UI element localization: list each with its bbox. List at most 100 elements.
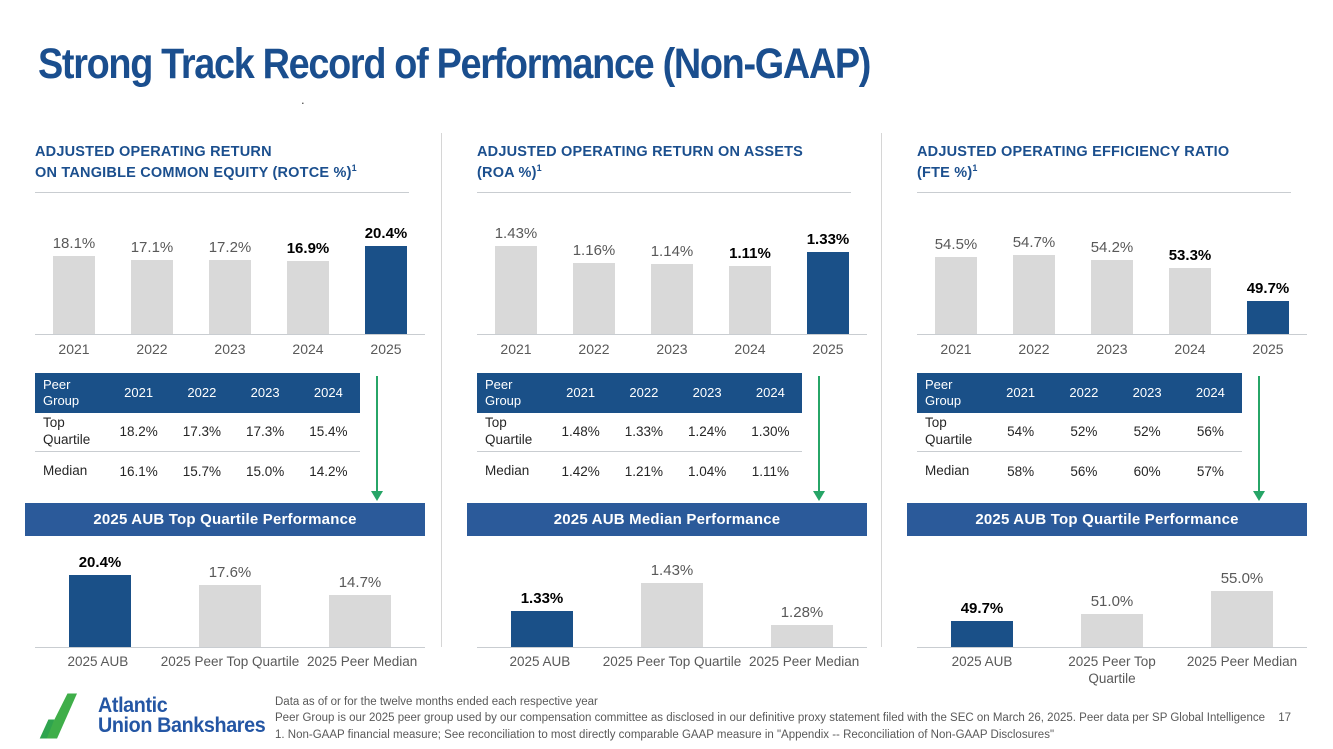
table-header-cell: 2022 bbox=[1069, 385, 1099, 401]
bar-2021 bbox=[935, 257, 977, 335]
bar-value-label: 1.43% bbox=[494, 225, 538, 243]
footnote-line: Peer Group is our 2025 peer group used b… bbox=[275, 712, 1265, 725]
chart-plot-area: 20.4% 17.6% 14.7% bbox=[35, 544, 425, 648]
bar-group: 54.5% bbox=[917, 236, 995, 335]
bar-2025-aub bbox=[511, 610, 573, 647]
bar-value-label: 1.14% bbox=[650, 243, 694, 261]
chart-category-axis: 2021 2022 2023 2024 2025 bbox=[35, 341, 425, 359]
footnote-marker: 1 bbox=[972, 163, 978, 174]
efficiency-peer-comparison-chart: 49.7% 51.0% 55.0% 2025 AUB 2025 Peer Top Qu… bbox=[917, 544, 1307, 688]
category-label: 2025 Peer Median bbox=[306, 653, 418, 669]
table-row: Median 16.1% 15.7% 15.0% 14.2% bbox=[35, 452, 360, 491]
bar-2025-peer-top-quartile bbox=[1081, 613, 1143, 647]
table-cell: 57% bbox=[1196, 463, 1224, 479]
table-row-label: Top Quartile bbox=[925, 415, 973, 447]
heading-rule bbox=[35, 192, 410, 194]
category-label: 2023 bbox=[1096, 341, 1128, 358]
category-label: 2025 AUB bbox=[951, 653, 1013, 669]
footnote-line: 1. Non-GAAP financial measure; See recon… bbox=[275, 728, 1055, 741]
section-roa: ADJUSTED OPERATING RETURN ON ASSETS (ROA… bbox=[467, 130, 867, 671]
bar-2023 bbox=[209, 260, 251, 335]
table-cell: 17.3% bbox=[245, 424, 285, 440]
table-cell: 18.2% bbox=[119, 424, 158, 440]
table-header-cell: 2024 bbox=[755, 385, 785, 401]
category-label: 2025 bbox=[812, 341, 844, 358]
table-cell: 56% bbox=[1196, 424, 1224, 440]
efficiency-trend-chart: 54.5% 54.7% 54.2% 53.3% 49.7% 2021 2022 2023 20… bbox=[917, 209, 1307, 359]
bar-value-label: 17.6% bbox=[208, 563, 252, 581]
table-cell: 60% bbox=[1133, 463, 1161, 479]
table-cell: 1.11% bbox=[751, 463, 790, 479]
bar-value-label: 1.16% bbox=[572, 242, 616, 260]
bar-value-label: 54.7% bbox=[1012, 234, 1056, 252]
table-header-cell: 2023 bbox=[250, 385, 280, 401]
chart-category-axis: 2021 2022 2023 2024 2025 bbox=[917, 341, 1307, 359]
table-row: Top Quartile 18.2% 17.3% 17.3% 15.4% bbox=[35, 413, 360, 452]
section-efficiency: ADJUSTED OPERATING EFFICIENCY RATIO (FTE… bbox=[907, 130, 1307, 688]
bar-2024 bbox=[287, 261, 329, 335]
bar-value-label: 1.28% bbox=[780, 603, 824, 621]
bar-value-label: 1.33% bbox=[806, 231, 850, 249]
bar-value-label: 1.33% bbox=[520, 589, 564, 607]
down-arrow bbox=[371, 376, 383, 501]
bar-group: 49.7% bbox=[1229, 280, 1307, 335]
bar-value-label: 1.43% bbox=[650, 561, 694, 579]
peer-group-table: Peer Group 2021 2022 2023 2024 Top Quartile 1.… bbox=[477, 372, 802, 491]
bar-group: 1.33% bbox=[789, 231, 867, 335]
bar-value-label: 20.4% bbox=[78, 553, 122, 571]
chart-plot-area: 54.5% 54.7% 54.2% 53.3% 49.7% bbox=[917, 209, 1307, 336]
table-cell: 15.4% bbox=[309, 424, 348, 440]
bar-value-label: 55.0% bbox=[1220, 569, 1264, 587]
category-label: 2021 bbox=[940, 341, 972, 358]
bar-value-label: 16.9% bbox=[286, 240, 330, 258]
footnote-line: Data as of or for the twelve months ende… bbox=[275, 696, 598, 708]
bar-value-label: 17.2% bbox=[208, 239, 252, 257]
bar-2025-peer-top-quartile bbox=[641, 582, 703, 647]
bar-value-label: 54.2% bbox=[1090, 239, 1134, 257]
bar-2025-peer-median bbox=[771, 624, 833, 647]
table-header-cell: 2022 bbox=[629, 385, 659, 401]
peer-group-table: Peer Group 2021 2022 2023 2024 Top Quartile 54… bbox=[917, 372, 1242, 491]
heading-line-1: ADJUSTED OPERATING EFFICIENCY RATIO bbox=[917, 144, 1230, 160]
heading-rule bbox=[477, 192, 852, 194]
bar-value-label: 18.1% bbox=[52, 235, 96, 253]
down-arrow bbox=[813, 376, 825, 501]
heading-line-1: ADJUSTED OPERATING RETURN bbox=[35, 144, 272, 160]
rotce-peer-comparison-chart: 20.4% 17.6% 14.7% 2025 AUB 2025 Peer Top Qu… bbox=[35, 544, 425, 671]
table-cell: 58% bbox=[1007, 463, 1035, 479]
table-header-cell: 2022 bbox=[187, 385, 217, 401]
table-cell: 16.1% bbox=[119, 463, 158, 479]
bar-2021 bbox=[495, 246, 537, 335]
chart-plot-area: 1.43% 1.16% 1.14% 1.11% 1.33% bbox=[477, 209, 867, 336]
category-label: 2021 bbox=[500, 341, 532, 358]
category-label: 2023 bbox=[214, 341, 246, 358]
heading-line-1: ADJUSTED OPERATING RETURN ON ASSETS bbox=[477, 144, 804, 160]
table-row-label: Top Quartile bbox=[43, 415, 91, 447]
table-header-cell: 2021 bbox=[124, 385, 154, 401]
table-header-cell: Peer Group bbox=[43, 376, 80, 408]
section-heading: ADJUSTED OPERATING EFFICIENCY RATIO (FTE… bbox=[917, 130, 1307, 183]
category-label: 2025 AUB bbox=[67, 653, 129, 669]
category-label: 2025 Peer Top Quartile bbox=[1068, 653, 1156, 686]
table-cell: 1.30% bbox=[751, 424, 790, 440]
category-label: 2022 bbox=[578, 341, 610, 358]
table-header-row: Peer Group 2021 2022 2023 2024 bbox=[35, 372, 360, 413]
category-label: 2021 bbox=[58, 341, 90, 358]
category-label: 2022 bbox=[136, 341, 168, 358]
table-row: Median 58% 56% 60% 57% bbox=[917, 452, 1242, 491]
category-label: 2023 bbox=[656, 341, 688, 358]
table-header-cell: Peer Group bbox=[485, 376, 522, 408]
bar-2025-peer-top-quartile bbox=[199, 584, 261, 647]
table-cell: 14.2% bbox=[309, 463, 348, 479]
chart-category-axis: 2025 AUB 2025 Peer Top Quartile 2025 Peer … bbox=[35, 654, 425, 671]
footnote-marker: 1 bbox=[351, 163, 357, 174]
bar-group: 1.33% bbox=[477, 590, 607, 647]
chart-category-axis: 2021 2022 2023 2024 2025 bbox=[477, 341, 867, 359]
roa-peer-comparison-chart: 1.33% 1.43% 1.28% 2025 AUB 2025 Peer Top Qu… bbox=[477, 544, 867, 671]
category-label: 2024 bbox=[292, 341, 324, 358]
heading-line-2: (ROA %) bbox=[477, 165, 537, 182]
table-row-label: Median bbox=[43, 462, 88, 478]
bar-group: 17.6% bbox=[165, 564, 295, 647]
category-label: 2025 Peer Median bbox=[748, 653, 860, 669]
table-header-cell: 2023 bbox=[692, 385, 722, 401]
